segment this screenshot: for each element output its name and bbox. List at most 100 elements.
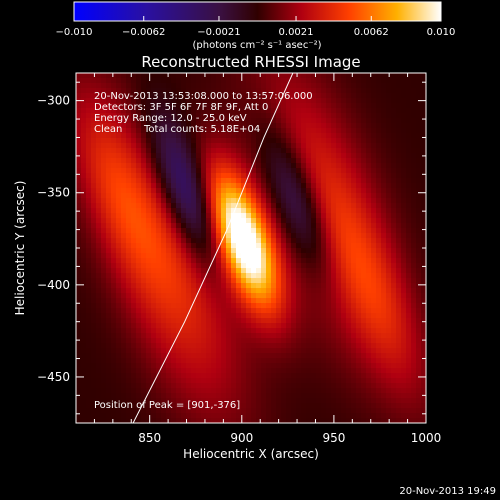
heatmap-cell: [171, 268, 177, 274]
heatmap-cell: [361, 73, 367, 79]
heatmap-cell: [96, 258, 102, 264]
heatmap-cell: [151, 353, 157, 359]
heatmap-cell: [146, 368, 152, 374]
heatmap-cell: [151, 93, 157, 99]
heatmap-cell: [156, 373, 162, 379]
heatmap-cell: [346, 158, 352, 164]
heatmap-cell: [306, 173, 312, 179]
heatmap-cell: [186, 228, 192, 234]
heatmap-cell: [191, 98, 197, 104]
heatmap-cell: [341, 223, 347, 229]
heatmap-cell: [156, 293, 162, 299]
heatmap-cell: [356, 308, 362, 314]
heatmap-cell: [396, 253, 402, 259]
heatmap-cell: [186, 333, 192, 339]
heatmap-cell: [101, 198, 107, 204]
heatmap-cell: [266, 333, 272, 339]
heatmap-cell: [96, 153, 102, 159]
heatmap-cell: [346, 403, 352, 409]
heatmap-cell: [161, 158, 167, 164]
heatmap-cell: [361, 328, 367, 334]
heatmap-cell: [381, 373, 387, 379]
heatmap-cell: [131, 128, 137, 134]
heatmap-cell: [406, 143, 412, 149]
heatmap-cell: [356, 228, 362, 234]
heatmap-cell: [151, 363, 157, 369]
heatmap-cell: [186, 158, 192, 164]
heatmap-cell: [91, 238, 97, 244]
heatmap-cell: [191, 333, 197, 339]
heatmap-cell: [116, 173, 122, 179]
heatmap-cell: [296, 233, 302, 239]
heatmap-cell: [101, 163, 107, 169]
heatmap-cell: [406, 138, 412, 144]
heatmap-cell: [291, 78, 297, 84]
heatmap-cell: [396, 383, 402, 389]
heatmap-cell: [261, 258, 267, 264]
heatmap-cell: [371, 143, 377, 149]
heatmap-cell: [251, 268, 257, 274]
heatmap-cell: [176, 368, 182, 374]
heatmap-cell: [371, 118, 377, 124]
heatmap-cell: [321, 388, 327, 394]
heatmap-cell: [296, 253, 302, 259]
heatmap-cell: [76, 78, 82, 84]
heatmap-cell: [91, 268, 97, 274]
heatmap-cell: [176, 238, 182, 244]
heatmap-cell: [411, 348, 417, 354]
heatmap-cell: [421, 138, 426, 144]
heatmap-cell: [121, 408, 127, 414]
heatmap-cell: [146, 268, 152, 274]
heatmap-cell: [236, 388, 242, 394]
heatmap-cell: [241, 383, 247, 389]
heatmap-cell: [171, 398, 177, 404]
heatmap-cell: [286, 378, 292, 384]
heatmap-cell: [416, 373, 422, 379]
heatmap-cell: [121, 163, 127, 169]
heatmap-cell: [101, 143, 107, 149]
heatmap-cell: [406, 173, 412, 179]
heatmap-cell: [361, 323, 367, 329]
heatmap-cell: [411, 308, 417, 314]
heatmap-cell: [281, 233, 287, 239]
heatmap-cell: [186, 233, 192, 239]
heatmap-cell: [251, 113, 257, 119]
heatmap-cell: [231, 328, 237, 334]
heatmap-cell: [256, 83, 262, 89]
heatmap-cell: [181, 303, 187, 309]
heatmap-cell: [121, 298, 127, 304]
heatmap-cell: [111, 343, 117, 349]
heatmap-cell: [181, 313, 187, 319]
heatmap-cell: [376, 218, 382, 224]
heatmap-cell: [231, 233, 237, 239]
heatmap-cell: [151, 243, 157, 249]
heatmap-cell: [96, 288, 102, 294]
heatmap-cell: [411, 228, 417, 234]
heatmap-cell: [376, 213, 382, 219]
heatmap-cell: [301, 243, 307, 249]
heatmap-cell: [371, 188, 377, 194]
heatmap-cell: [306, 418, 312, 423]
heatmap-cell: [131, 283, 137, 289]
heatmap-cell: [361, 113, 367, 119]
heatmap-cell: [281, 378, 287, 384]
heatmap-cell: [401, 213, 407, 219]
heatmap-cell: [371, 243, 377, 249]
heatmap-cell: [381, 393, 387, 399]
heatmap-cell: [151, 418, 157, 423]
heatmap-cell: [326, 163, 332, 169]
heatmap-cell: [146, 303, 152, 309]
heatmap-cell: [416, 413, 422, 419]
heatmap-cell: [76, 358, 82, 364]
heatmap-cell: [266, 338, 272, 344]
heatmap-cell: [106, 88, 112, 94]
heatmap-cell: [326, 73, 332, 79]
heatmap-cell: [366, 268, 372, 274]
heatmap-cell: [146, 83, 152, 89]
heatmap-cell: [191, 118, 197, 124]
heatmap-cell: [371, 253, 377, 259]
heatmap-cell: [241, 293, 247, 299]
heatmap-cell: [256, 163, 262, 169]
heatmap-cell: [106, 333, 112, 339]
heatmap-cell: [266, 378, 272, 384]
